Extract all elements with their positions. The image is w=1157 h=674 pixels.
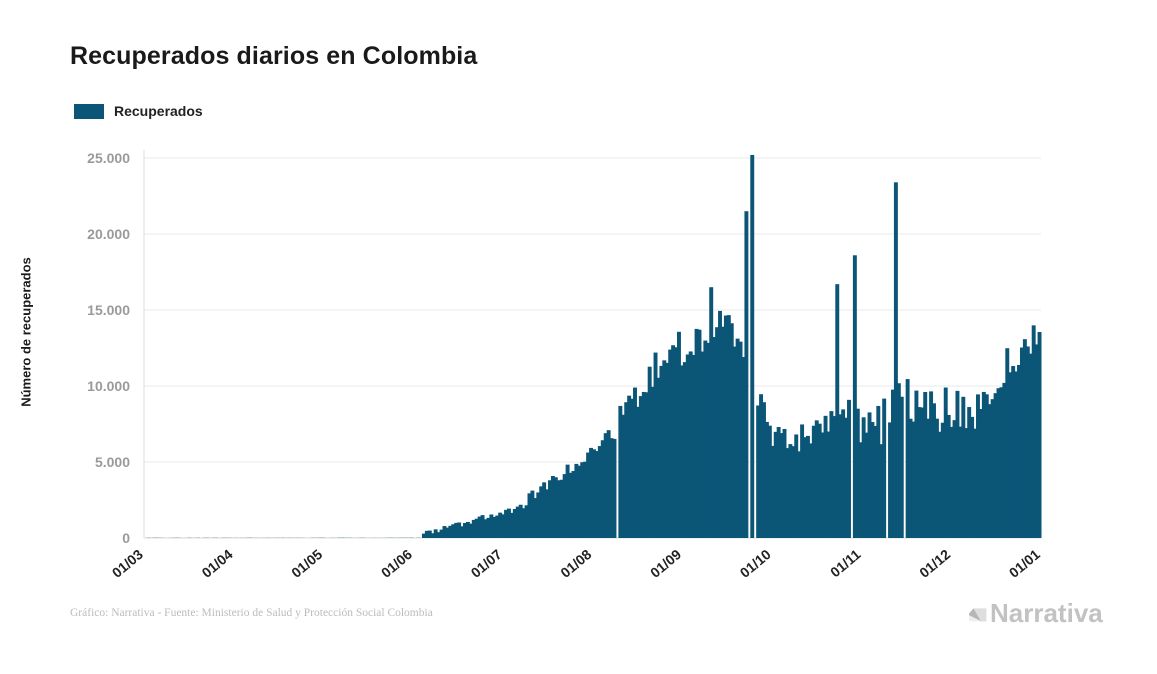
svg-text:01/06: 01/06 (378, 546, 415, 581)
svg-text:01/12: 01/12 (916, 546, 953, 581)
svg-text:15.000: 15.000 (87, 302, 130, 318)
svg-text:25.000: 25.000 (87, 150, 130, 166)
svg-text:01/09: 01/09 (647, 546, 684, 581)
svg-text:01/07: 01/07 (468, 546, 505, 581)
svg-text:01/05: 01/05 (288, 546, 325, 581)
svg-text:01/10: 01/10 (737, 546, 774, 581)
svg-text:0: 0 (122, 530, 130, 546)
svg-text:01/03: 01/03 (109, 546, 146, 581)
svg-text:20.000: 20.000 (87, 226, 130, 242)
svg-text:5.000: 5.000 (95, 454, 130, 470)
svg-text:01/01: 01/01 (1006, 546, 1043, 581)
svg-text:01/11: 01/11 (827, 546, 864, 580)
svg-text:Narrativa: Narrativa (990, 601, 1103, 627)
svg-text:01/08: 01/08 (557, 546, 594, 581)
svg-text:01/04: 01/04 (198, 546, 235, 581)
svg-text:10.000: 10.000 (87, 378, 130, 394)
